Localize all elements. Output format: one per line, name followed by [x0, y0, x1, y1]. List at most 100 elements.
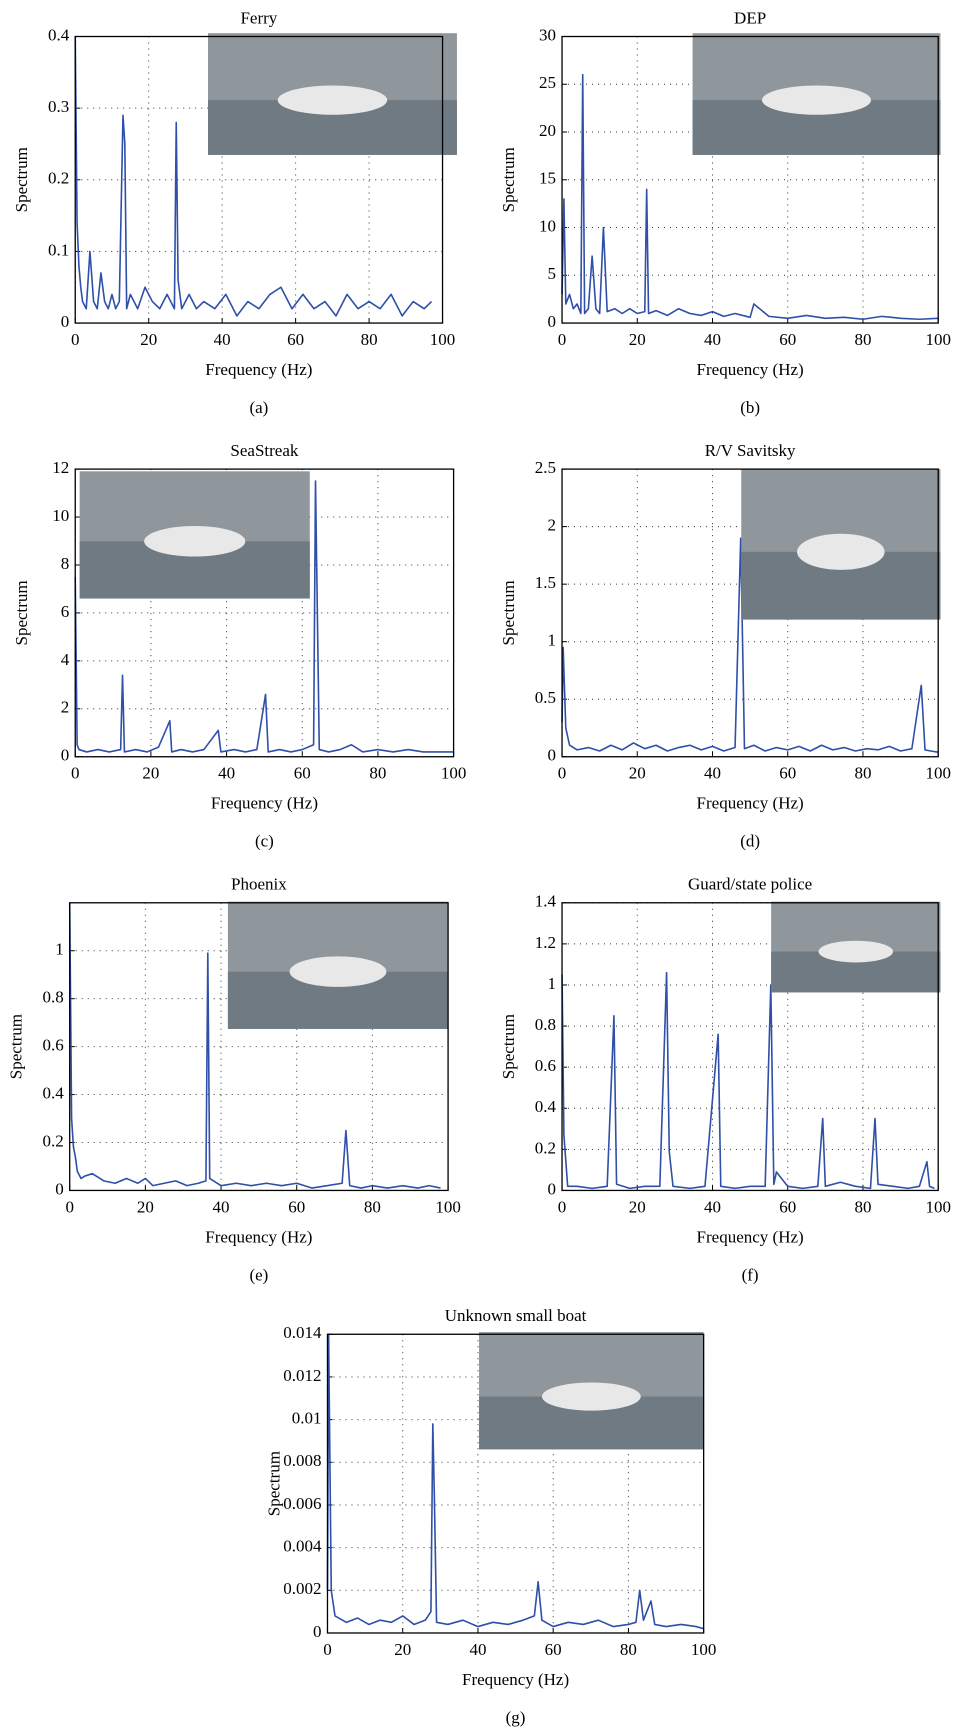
plot-frame: [561, 902, 939, 1192]
chart-title: SeaStreak: [230, 441, 298, 460]
y-tick-label: 1: [55, 940, 64, 959]
x-tick-label: 0: [558, 764, 567, 783]
chart-title: Phoenix: [231, 875, 287, 894]
y-tick-label: 0: [61, 746, 70, 765]
inset-photo-boat: [761, 85, 872, 115]
x-axis-label: Frequency (Hz): [205, 360, 312, 379]
plot-frame: [69, 902, 449, 1192]
y-tick-label: 2.5: [535, 458, 556, 477]
panel-caption: (f): [742, 1265, 759, 1284]
x-tick-label: 80: [620, 1640, 637, 1659]
panel-caption: (e): [249, 1265, 268, 1284]
y-tick-label: 6: [61, 602, 70, 621]
x-tick-label: 0: [323, 1640, 332, 1659]
y-tick-label: 1.4: [535, 892, 557, 911]
chart-title: Guard/state police: [688, 875, 812, 894]
x-tick-label: 20: [629, 1197, 646, 1216]
chart-title: R/V Savitsky: [705, 441, 796, 460]
plot-frame: [326, 1333, 705, 1634]
panel-caption: (d): [740, 832, 760, 851]
spectrum-line: [561, 73, 939, 321]
y-tick-label: 30: [539, 25, 556, 44]
y-tick-label: 0.1: [48, 240, 69, 259]
x-tick-label: 40: [704, 1197, 721, 1216]
panel-caption: (b): [740, 398, 760, 417]
y-axis-label: Spectrum: [12, 147, 31, 212]
y-tick-label: 1.2: [535, 933, 556, 952]
x-axis-label: Frequency (Hz): [462, 1670, 569, 1689]
y-tick-label: 0.4: [42, 1083, 64, 1102]
y-tick-label: 10: [52, 506, 69, 525]
x-tick-label: 40: [218, 764, 235, 783]
x-tick-label: 20: [140, 330, 157, 349]
y-tick-label: 0.8: [535, 1015, 556, 1034]
y-tick-label: 0.6: [42, 1036, 63, 1055]
spectrum-line: [561, 537, 939, 753]
x-tick-label: 40: [704, 764, 721, 783]
x-tick-label: 80: [854, 1197, 871, 1216]
y-tick-label: 0.4: [535, 1097, 557, 1116]
x-tick-label: 40: [213, 1197, 230, 1216]
y-tick-label: 25: [539, 73, 556, 92]
x-tick-label: 80: [361, 330, 378, 349]
panel: 0 20 40 60 80 100 0 0.2 0.4 0.6 0.8 1 1.2 1.4 Guard/st…: [499, 875, 951, 1285]
y-axis-label: Spectrum: [499, 1014, 518, 1079]
y-tick-label: 0.5: [535, 688, 556, 707]
x-axis-label: Frequency (Hz): [697, 1227, 804, 1246]
y-tick-label: 0: [548, 746, 557, 765]
y-tick-label: 0.002: [283, 1579, 321, 1598]
y-tick-label: 0.006: [283, 1494, 321, 1513]
x-tick-label: 60: [294, 764, 311, 783]
y-axis-label: Spectrum: [499, 580, 518, 645]
x-tick-label: 100: [925, 764, 951, 783]
y-tick-label: 0.014: [283, 1323, 322, 1342]
x-tick-label: 0: [71, 764, 80, 783]
panel-caption: (g): [506, 1708, 526, 1727]
x-tick-label: 40: [469, 1640, 486, 1659]
x-tick-label: 100: [925, 1197, 951, 1216]
x-tick-label: 20: [142, 764, 159, 783]
y-tick-label: 0.01: [292, 1409, 322, 1428]
x-tick-label: 100: [430, 330, 456, 349]
spectrum-line: [561, 971, 935, 1190]
chart-title: DEP: [734, 8, 766, 27]
x-tick-label: 80: [369, 764, 386, 783]
x-axis-label: Frequency (Hz): [697, 794, 804, 813]
y-tick-label: 0: [55, 1179, 64, 1198]
y-tick-label: 1: [548, 631, 557, 650]
inset-photo-boat: [797, 533, 885, 570]
plot-frame: [74, 35, 444, 324]
x-tick-label: 100: [435, 1197, 461, 1216]
y-tick-label: 12: [52, 458, 69, 477]
x-tick-label: 0: [558, 1197, 567, 1216]
y-tick-label: 0.8: [42, 988, 63, 1007]
y-axis-label: Spectrum: [12, 580, 31, 645]
y-tick-label: 5: [548, 264, 557, 283]
y-tick-label: 0.3: [48, 97, 69, 116]
inset-photo-boat: [289, 956, 387, 987]
panel: 0 20 40 60 80 100 0 5 10 15 20 25 30 DEP Frequency (Hz…: [499, 8, 951, 417]
panel-caption: (a): [249, 398, 268, 417]
y-tick-label: 0.2: [48, 169, 69, 188]
x-tick-label: 60: [545, 1640, 562, 1659]
y-tick-label: 0: [548, 1179, 557, 1198]
panel: 0 20 40 60 80 100 0 0.2 0.4 0.6 0.8 1 Phoenix Frequen…: [7, 875, 461, 1285]
x-tick-label: 60: [779, 1197, 796, 1216]
plot-frame: [561, 35, 939, 324]
y-axis-label: Spectrum: [499, 147, 518, 212]
x-tick-label: 20: [137, 1197, 154, 1216]
panel: 0 20 40 60 80 100 0 2 4 6 8 10 12 SeaStreak Frequency …: [12, 441, 466, 851]
y-tick-label: 10: [539, 216, 556, 235]
y-tick-label: 0.004: [283, 1537, 322, 1556]
x-tick-label: 40: [214, 330, 231, 349]
x-tick-label: 60: [287, 330, 304, 349]
chart-title: Unknown small boat: [445, 1306, 587, 1325]
y-tick-label: 1.5: [535, 573, 556, 592]
y-tick-label: 0: [313, 1622, 322, 1641]
x-tick-label: 40: [704, 330, 721, 349]
x-tick-label: 0: [65, 1197, 74, 1216]
x-tick-label: 20: [629, 764, 646, 783]
plot-frame: [74, 468, 455, 758]
x-tick-label: 0: [71, 330, 80, 349]
panel: 0 20 40 60 80 100 0 0.1 0.2 0.3 0.4 Ferry Frequency …: [12, 8, 457, 417]
